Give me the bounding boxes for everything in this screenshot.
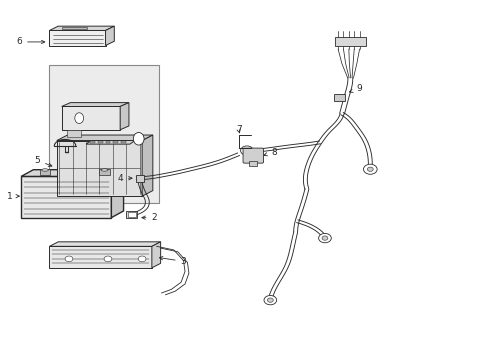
- Circle shape: [244, 148, 249, 153]
- Text: 2: 2: [142, 213, 157, 222]
- Bar: [126, 211, 137, 218]
- Polygon shape: [111, 170, 123, 218]
- Polygon shape: [49, 242, 160, 246]
- Bar: [99, 169, 110, 175]
- Circle shape: [363, 164, 376, 174]
- Polygon shape: [61, 107, 120, 130]
- Polygon shape: [61, 103, 129, 107]
- Text: 1: 1: [6, 192, 19, 201]
- Polygon shape: [66, 130, 81, 137]
- Polygon shape: [49, 246, 152, 268]
- Circle shape: [240, 146, 253, 155]
- Bar: [128, 212, 136, 217]
- Bar: [90, 141, 95, 143]
- Polygon shape: [152, 242, 160, 268]
- Circle shape: [318, 233, 330, 243]
- Circle shape: [322, 236, 327, 240]
- Text: 7: 7: [235, 125, 241, 134]
- Text: 6: 6: [16, 37, 45, 46]
- Circle shape: [366, 167, 372, 171]
- Circle shape: [264, 296, 276, 305]
- Circle shape: [65, 256, 73, 262]
- FancyBboxPatch shape: [243, 148, 263, 163]
- Bar: [249, 161, 257, 166]
- Bar: [49, 65, 159, 203]
- Polygon shape: [86, 140, 135, 144]
- Text: 4: 4: [117, 174, 132, 183]
- Bar: [113, 141, 118, 143]
- Bar: [61, 27, 87, 29]
- Polygon shape: [49, 31, 105, 45]
- Ellipse shape: [133, 132, 144, 145]
- Text: 3: 3: [159, 257, 186, 266]
- Circle shape: [104, 256, 112, 262]
- Ellipse shape: [41, 169, 48, 171]
- Polygon shape: [21, 176, 111, 218]
- Text: 9: 9: [349, 84, 361, 93]
- Polygon shape: [120, 103, 129, 130]
- Polygon shape: [142, 135, 153, 196]
- Text: 8: 8: [264, 148, 276, 157]
- Bar: [121, 141, 126, 143]
- Circle shape: [138, 256, 146, 262]
- Bar: [40, 169, 50, 175]
- Polygon shape: [21, 170, 123, 176]
- Polygon shape: [105, 26, 114, 45]
- Bar: [136, 175, 144, 182]
- Polygon shape: [57, 140, 142, 196]
- Ellipse shape: [75, 113, 83, 123]
- Polygon shape: [49, 26, 114, 31]
- Bar: [334, 37, 366, 45]
- Bar: [98, 141, 102, 143]
- Bar: [105, 141, 110, 143]
- Polygon shape: [57, 135, 153, 140]
- Ellipse shape: [101, 169, 108, 171]
- Text: 5: 5: [34, 156, 52, 166]
- Bar: [333, 94, 345, 101]
- Circle shape: [267, 298, 273, 302]
